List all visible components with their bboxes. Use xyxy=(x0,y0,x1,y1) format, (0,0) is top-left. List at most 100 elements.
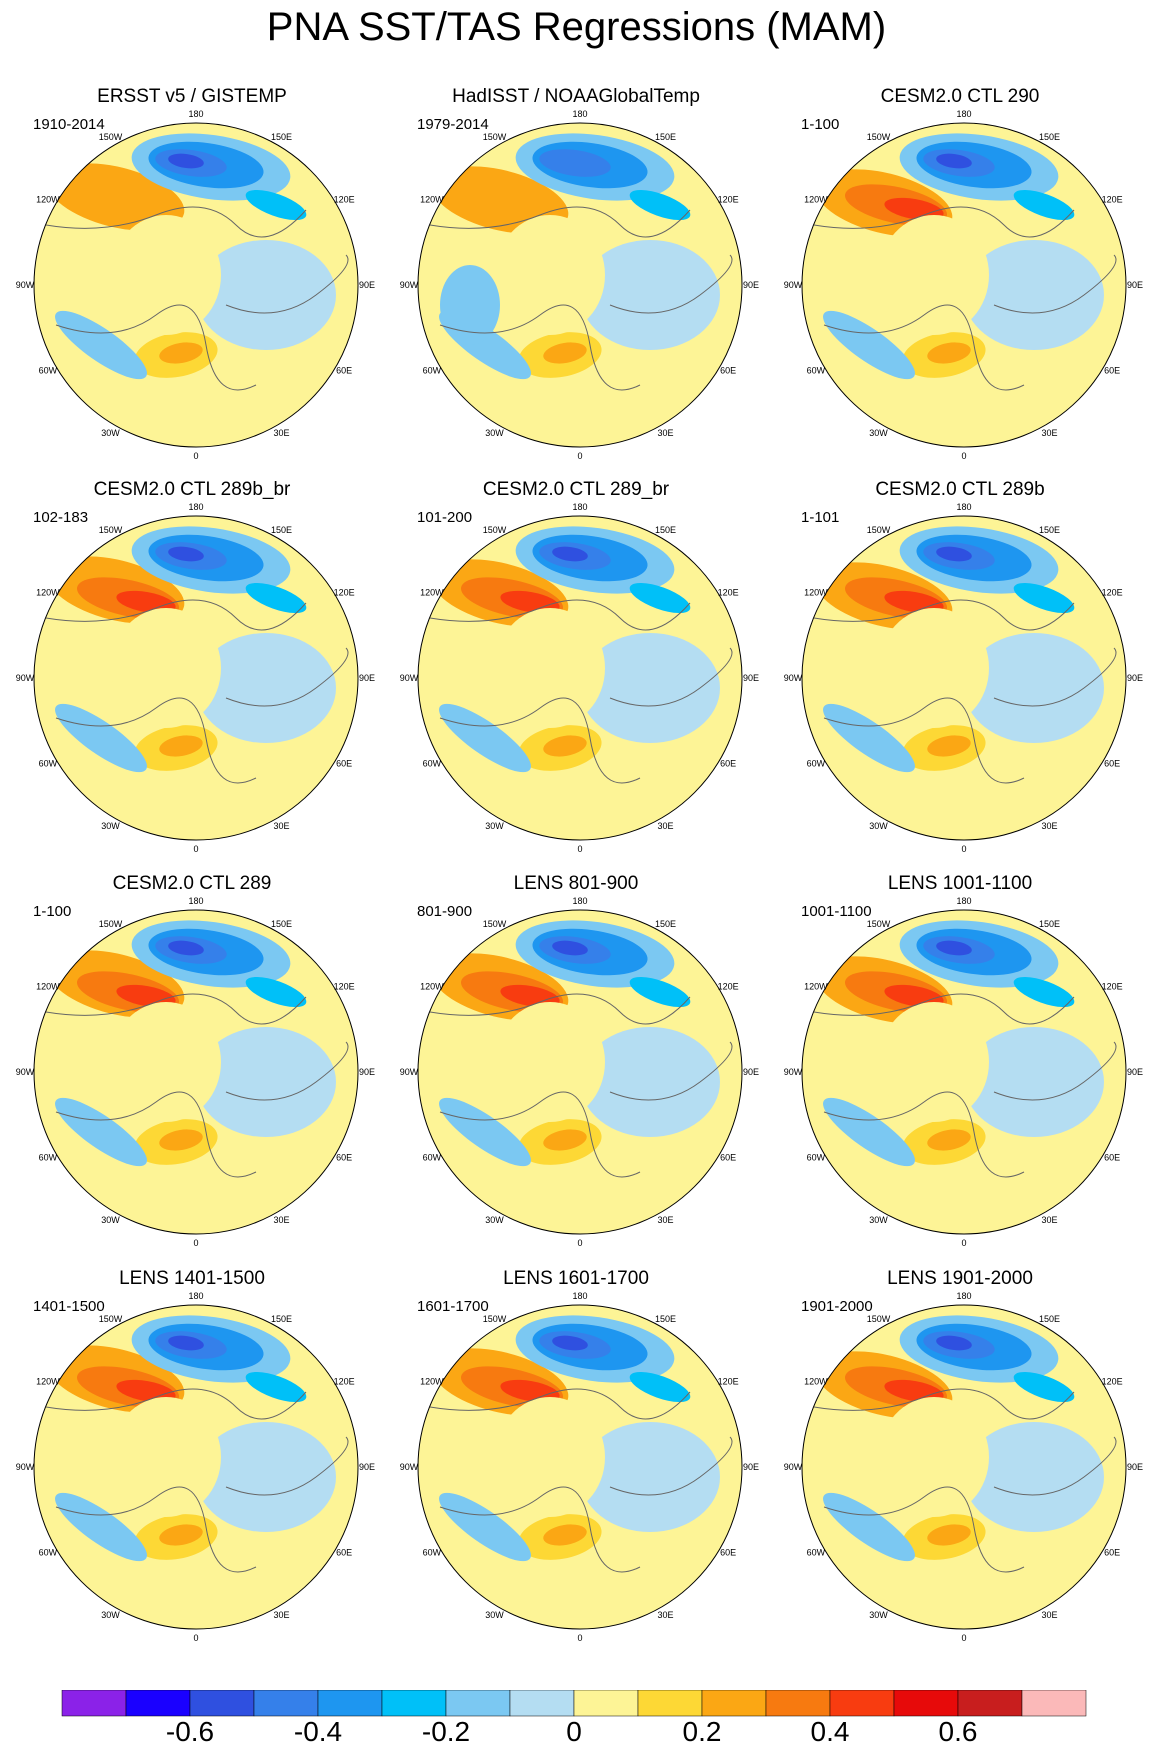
longitude-label: 90E xyxy=(359,1067,375,1077)
anomaly-contour xyxy=(964,633,1104,743)
colorbar-swatch xyxy=(765,1690,831,1717)
panel-title: CESM2.0 CTL 289b_br xyxy=(93,479,291,500)
panel-title: LENS 801-900 xyxy=(513,873,639,894)
anomaly-contour xyxy=(495,608,605,728)
colorbar-swatch xyxy=(381,1690,447,1717)
anomaly-contour xyxy=(159,342,203,364)
anomaly-contour xyxy=(439,1097,531,1167)
longitude-label: 150E xyxy=(1039,132,1060,142)
panel-period: 1401-1500 xyxy=(33,1298,105,1315)
anomaly-contour xyxy=(245,976,307,1008)
longitude-label: 60W xyxy=(807,1153,826,1163)
anomaly-contour xyxy=(629,976,691,1008)
map-panel: 180 150E 120E 90E 60E 30E 0 30W 60W 90W 120W 150W LE… xyxy=(0,1267,384,1662)
coastline xyxy=(813,206,1117,391)
longitude-label: 90E xyxy=(1127,673,1143,683)
longitude-label: 90W xyxy=(16,1067,35,1077)
longitude-label: 120W xyxy=(804,1377,828,1387)
anomaly-contour xyxy=(823,703,915,773)
longitude-label: 150E xyxy=(655,525,676,535)
longitude-label: 90W xyxy=(784,280,803,290)
colorbar-swatch xyxy=(445,1690,511,1717)
anomaly-contour xyxy=(580,633,720,743)
longitude-label: 60W xyxy=(39,759,58,769)
colorbar xyxy=(61,1690,1087,1717)
coastline xyxy=(429,599,733,784)
longitude-label: 120E xyxy=(334,588,355,598)
anomaly-contour xyxy=(543,1524,587,1546)
anomaly-contour xyxy=(168,1335,204,1351)
coastline xyxy=(429,993,733,1178)
longitude-label: 60E xyxy=(336,366,352,376)
anomaly-contour xyxy=(116,590,176,614)
panel-title: CESM2.0 CTL 289b xyxy=(875,479,1045,500)
map-border xyxy=(801,515,1127,841)
anomaly-contour xyxy=(168,153,204,169)
anomaly-contour xyxy=(879,608,989,728)
anomaly-contour xyxy=(964,1422,1104,1532)
map-border xyxy=(33,515,359,841)
anomaly-contour xyxy=(964,1027,1104,1137)
longitude-label: 30E xyxy=(273,1215,289,1225)
longitude-label: 60W xyxy=(423,1548,442,1558)
longitude-label: 60W xyxy=(807,366,826,376)
longitude-label: 30E xyxy=(273,821,289,831)
anomaly-contour xyxy=(884,197,944,221)
coastline xyxy=(429,206,733,391)
longitude-label: 60E xyxy=(336,1153,352,1163)
map-border xyxy=(417,515,743,841)
panel-title: CESM2.0 CTL 289_br xyxy=(482,479,670,500)
longitude-label: 30E xyxy=(273,1610,289,1620)
panel-period: 1-100 xyxy=(33,903,72,920)
longitude-label: 120W xyxy=(36,982,60,992)
polar-map: 180 150E 120E 90E 60E 30E 0 30W 60W 90W 120W 150W xyxy=(784,502,1143,854)
longitude-label: 120E xyxy=(1102,195,1123,205)
longitude-label: 30E xyxy=(657,428,673,438)
longitude-label: 180 xyxy=(188,502,203,512)
anomaly-contour xyxy=(552,1335,588,1351)
coastline xyxy=(45,599,349,784)
colorbar-swatch xyxy=(61,1690,127,1717)
longitude-label: 60E xyxy=(1104,759,1120,769)
longitude-label: 0 xyxy=(193,1238,198,1248)
panel-period: 1-101 xyxy=(801,509,840,526)
longitude-label: 180 xyxy=(572,109,587,119)
longitude-label: 30E xyxy=(657,1215,673,1225)
colorbar-tick-label: -0.4 xyxy=(293,1716,343,1747)
anomaly-contour xyxy=(111,1397,221,1517)
longitude-label: 30W xyxy=(101,428,120,438)
longitude-label: 30W xyxy=(869,1610,888,1620)
anomaly-contour xyxy=(927,1524,971,1546)
longitude-label: 90W xyxy=(400,1462,419,1472)
colorbar-swatch xyxy=(317,1690,383,1717)
longitude-label: 30E xyxy=(1041,1215,1057,1225)
anomaly-contour xyxy=(495,1002,605,1122)
anomaly-contour xyxy=(879,1397,989,1517)
anomaly-contour xyxy=(580,1027,720,1137)
longitude-label: 180 xyxy=(956,896,971,906)
colorbar-tick-label: 0.4 xyxy=(810,1716,850,1747)
anomaly-contour xyxy=(552,546,588,562)
longitude-label: 150E xyxy=(1039,919,1060,929)
anomaly-contour xyxy=(196,1422,336,1532)
longitude-label: 150W xyxy=(867,132,891,142)
colorbar-swatch xyxy=(125,1690,191,1717)
longitude-label: 150E xyxy=(1039,1314,1060,1324)
longitude-label: 30W xyxy=(101,821,120,831)
polar-map: 180 150E 120E 90E 60E 30E 0 30W 60W 90W 120W 150W xyxy=(784,1291,1143,1643)
longitude-label: 180 xyxy=(956,1291,971,1301)
longitude-label: 30W xyxy=(869,821,888,831)
longitude-label: 150E xyxy=(655,132,676,142)
longitude-label: 180 xyxy=(572,896,587,906)
anomaly-contour xyxy=(552,940,588,956)
panel-title: ERSST v5 / GISTEMP xyxy=(97,86,287,107)
map-border xyxy=(801,122,1127,448)
longitude-label: 150W xyxy=(99,1314,123,1324)
panel-title: LENS 1901-2000 xyxy=(887,1268,1033,1289)
longitude-label: 30E xyxy=(657,821,673,831)
longitude-label: 30W xyxy=(101,1215,120,1225)
anomaly-contour xyxy=(168,940,204,956)
map-panel: 180 150E 120E 90E 60E 30E 0 30W 60W 90W 120W 150W LE… xyxy=(384,1267,768,1662)
anomaly-contour xyxy=(196,633,336,743)
longitude-label: 60W xyxy=(39,1548,58,1558)
